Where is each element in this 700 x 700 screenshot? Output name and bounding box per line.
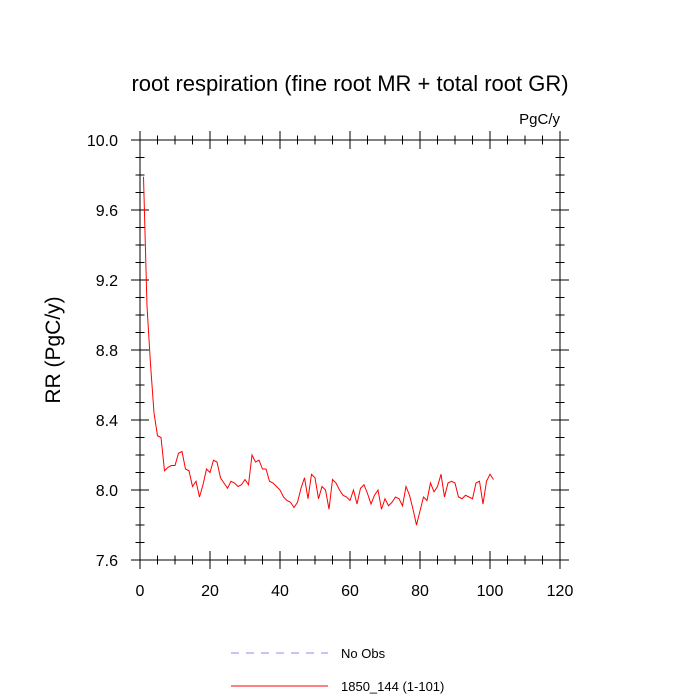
- legend-label-0: No Obs: [341, 646, 386, 661]
- y-tick-label: 9.2: [96, 273, 118, 290]
- legend: No Obs 1850_144 (1-101): [231, 646, 444, 694]
- data-series: [143, 176, 494, 526]
- x-tick-label: 0: [136, 583, 145, 600]
- plot-frame: [139, 139, 561, 561]
- legend-label-1: 1850_144 (1-101): [341, 679, 444, 694]
- axis-ticks: [131, 131, 569, 569]
- y-tick-label: 8.8: [96, 343, 118, 360]
- series-line-1: [143, 176, 494, 526]
- y-tick-label: 10.0: [87, 133, 118, 150]
- units-label: PgC/y: [519, 111, 560, 128]
- x-tick-label: 100: [477, 583, 504, 600]
- x-tick-label: 120: [547, 583, 574, 600]
- chart-title: root respiration (fine root MR + total r…: [131, 71, 568, 96]
- x-tick-label: 60: [341, 583, 359, 600]
- y-tick-label: 8.0: [96, 483, 118, 500]
- x-tick-label: 20: [201, 583, 219, 600]
- x-tick-label: 40: [271, 583, 289, 600]
- y-tick-labels: 7.6 8.0 8.4 8.8 9.2 9.6 10.0: [87, 133, 118, 570]
- x-tick-label: 80: [411, 583, 429, 600]
- y-tick-label: 7.6: [96, 553, 118, 570]
- y-tick-label: 9.6: [96, 203, 118, 220]
- x-tick-labels: 0 20 40 60 80 100 120: [136, 583, 574, 600]
- y-tick-label: 8.4: [96, 413, 118, 430]
- y-axis-label: RR (PgC/y): [42, 296, 65, 403]
